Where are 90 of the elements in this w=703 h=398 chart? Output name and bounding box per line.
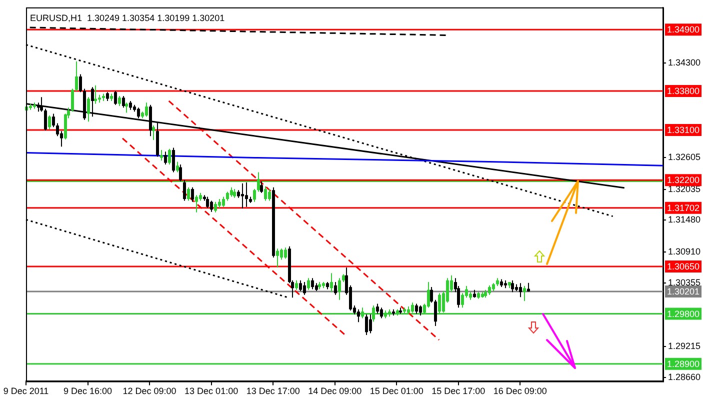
ref-line-label: 1.30201 <box>667 286 700 296</box>
ref-line-label: 1.34900 <box>667 24 700 35</box>
candlestick <box>164 151 167 165</box>
candlestick <box>206 196 209 208</box>
candlestick <box>230 186 233 198</box>
x-tick-label: 9 Dec 2011 <box>3 386 49 396</box>
candlestick <box>357 308 360 323</box>
ref-line-label: 1.32200 <box>667 175 700 186</box>
candlestick <box>519 282 522 298</box>
candlestick <box>176 161 179 173</box>
candlestick <box>191 186 194 202</box>
candlestick <box>156 122 159 158</box>
candlestick <box>303 282 306 296</box>
candlestick <box>114 90 117 106</box>
candlestick <box>295 280 298 290</box>
candlestick <box>415 303 418 314</box>
text: EURUSD,H1 1.30249 1.30354 1.30199 1.30201 <box>30 12 225 23</box>
y-tick-label: 1.32605 <box>668 152 701 162</box>
candlestick <box>523 285 526 302</box>
candlestick <box>187 186 190 202</box>
y-tick-label: 1.30910 <box>668 246 701 256</box>
candlestick <box>195 194 198 213</box>
y-tick-label: 1.28660 <box>668 372 701 382</box>
y-tick-label: 1.31480 <box>668 214 701 225</box>
candlestick <box>488 284 491 296</box>
candlestick <box>122 95 125 108</box>
candlestick <box>241 182 244 210</box>
candlestick <box>376 303 379 314</box>
candlestick <box>71 88 74 112</box>
ref-line-label: 1.28900 <box>667 358 700 369</box>
candlestick <box>172 147 175 173</box>
candlestick <box>44 108 47 132</box>
candlestick <box>210 200 213 212</box>
x-tick-label: 15 Dec 01:00 <box>370 386 424 396</box>
ref-line-label: 1.30650 <box>667 261 700 272</box>
candlestick <box>179 164 182 182</box>
y-tick-label: 1.30355 <box>668 277 701 288</box>
x-tick-label: 12 Dec 09:00 <box>122 386 176 396</box>
candlestick <box>222 196 225 208</box>
candlestick <box>280 248 283 260</box>
candlestick <box>268 188 271 202</box>
candlestick <box>299 280 302 292</box>
candlestick <box>427 282 430 308</box>
candlestick <box>369 314 372 334</box>
candlestick <box>511 280 514 293</box>
y-tick-label: 1.34300 <box>668 58 701 68</box>
candlestick <box>152 125 155 140</box>
x-tick-label: 15 Dec 17:00 <box>432 386 486 396</box>
ref-line-label: 1.31702 <box>667 202 700 213</box>
candlestick <box>330 272 333 293</box>
candlestick <box>125 102 128 114</box>
x-tick-label: 14 Dec 09:00 <box>308 386 362 396</box>
candlestick <box>48 114 51 130</box>
candlestick <box>56 122 59 137</box>
y-tick-label: 1.32035 <box>668 184 701 194</box>
x-tick-label: 16 Dec 09:00 <box>493 386 547 396</box>
candlestick <box>145 102 148 118</box>
candlestick <box>253 188 256 202</box>
candlestick <box>87 96 90 122</box>
candlestick <box>75 60 78 92</box>
candlestick <box>307 278 310 290</box>
candlestick <box>434 299 437 327</box>
candlestick <box>183 180 186 202</box>
candlestick <box>284 247 287 260</box>
candlestick <box>365 314 368 336</box>
candlestick <box>334 282 337 296</box>
candlestick <box>276 248 279 268</box>
candlestick <box>168 148 171 165</box>
candlestick <box>380 307 383 319</box>
candlestick <box>430 286 433 304</box>
ref-line-label: 1.29800 <box>667 308 700 319</box>
candlestick <box>311 278 314 290</box>
candlestick <box>245 182 248 208</box>
candlestick <box>160 150 163 162</box>
candlestick <box>214 201 217 213</box>
x-tick-label: 9 Dec 16:00 <box>63 386 112 396</box>
ref-line-label: 1.33800 <box>667 86 700 96</box>
x-tick-label: 13 Dec 01:00 <box>184 386 238 396</box>
candlestick <box>52 113 55 128</box>
candlestick <box>118 95 121 107</box>
y-tick-label: 1.29215 <box>668 340 701 351</box>
candlestick <box>137 107 140 119</box>
candlestick <box>260 180 263 194</box>
candlestick <box>461 292 464 308</box>
ref-line-label: 1.33100 <box>667 124 700 135</box>
candlestick <box>264 186 267 202</box>
candlestick <box>79 74 82 93</box>
candlestick <box>338 278 341 300</box>
x-tick-label: 13 Dec 17:00 <box>246 386 300 396</box>
candlestick <box>419 304 422 316</box>
